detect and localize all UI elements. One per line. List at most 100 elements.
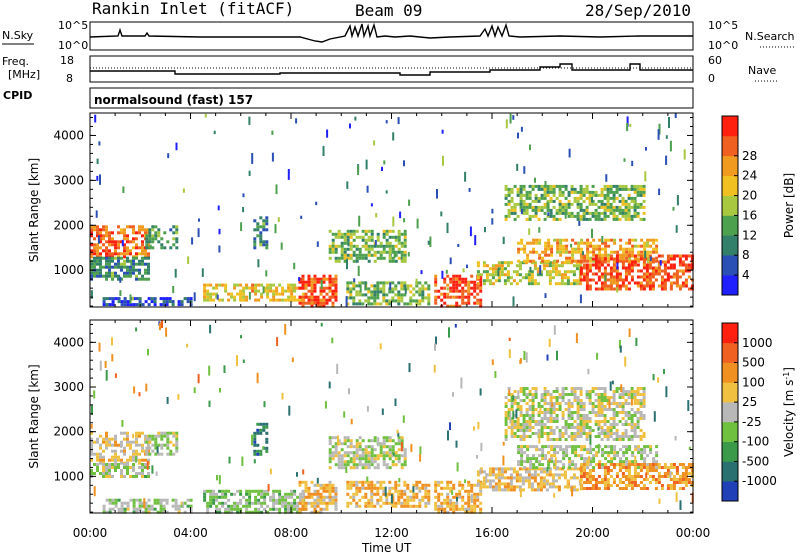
freq-strip: Freq. [MHz] 18 8 60 0 Nave CPID <box>2 54 778 102</box>
velocity-echo-region <box>434 480 483 514</box>
power-echo-region <box>476 261 582 286</box>
power-echo-region <box>517 238 659 263</box>
colorbar-tick-label: 12 <box>742 228 757 242</box>
colorbar-label: Power [dB] <box>782 173 796 238</box>
colorbar-tick-label: 25 <box>742 395 757 409</box>
x-tick-label: 08:00 <box>274 526 309 540</box>
velocity-echo-region <box>476 467 582 492</box>
power-echo-region <box>102 297 193 307</box>
x-tick-label: 12:00 <box>374 526 409 540</box>
y-tick-label: 2000 <box>53 425 84 439</box>
power-echo-region <box>579 254 694 291</box>
colorbar-frame <box>721 322 739 502</box>
freq-tick-bottom: 8 <box>66 72 73 85</box>
power-echo-region <box>328 229 407 263</box>
x-tick-label: 16:00 <box>475 526 510 540</box>
power-echo-region <box>298 274 338 308</box>
colorbar-segment <box>722 323 738 344</box>
colorbar-segment <box>722 195 738 216</box>
colorbar-segment <box>722 461 738 482</box>
cpid-label: CPID <box>3 89 32 102</box>
velocity-echo-region <box>328 436 407 470</box>
time-axis: 00:00 04:00 08:00 12:00 16:00 20:00 00:00 <box>73 526 711 540</box>
colorbar-segment <box>722 275 738 296</box>
colorbar-segment <box>722 235 738 256</box>
colorbar-tick-label: 100 <box>742 375 765 389</box>
power-echo-region <box>90 256 150 281</box>
colorbar-tick-label: -25 <box>742 415 762 429</box>
colorbar-segment <box>722 421 738 442</box>
x-tick-label: 00:00 <box>73 526 108 540</box>
colorbar-tick-label: 500 <box>742 356 765 370</box>
velocity-scatter-echoes <box>90 320 694 510</box>
freq-trace <box>90 63 693 76</box>
power-colorbar: 4 8 12 16 20 24 28 Power [dB] <box>721 115 796 296</box>
nsky-label: N.Sky <box>2 29 34 42</box>
colorbar-segment <box>722 135 738 157</box>
power-echo-region <box>346 281 431 306</box>
nsearch-tick-bottom: 10^0 <box>708 39 738 52</box>
colorbar-tick-label: 1000 <box>742 336 773 350</box>
colorbar-segment <box>722 481 738 502</box>
colorbar-tick-label: 4 <box>742 268 750 282</box>
colorbar-segment <box>722 441 738 462</box>
y-tick-label: 3000 <box>53 173 84 187</box>
y-tick-label: 4000 <box>53 335 84 349</box>
y-tick-label: 2000 <box>53 218 84 232</box>
colorbar-tick-label: 8 <box>742 248 750 262</box>
colorbar-frame <box>721 115 739 296</box>
x-tick-label: 20:00 <box>575 526 610 540</box>
velocity-colorbar: 1000 500 100 25 -25 -100 -500 -1000 Velocity [m … <box>721 322 796 502</box>
power-echo-region <box>90 225 150 259</box>
colorbar-tick-label: -100 <box>742 435 769 449</box>
colorbar-segment <box>722 402 738 423</box>
unit-exponent: -1 <box>782 372 791 380</box>
colorbar-label: Velocity [m s-1] <box>782 367 796 457</box>
colorbar-segment <box>722 175 738 196</box>
y-tick-label: 4000 <box>53 128 84 142</box>
power-scatter-echoes <box>90 113 686 307</box>
velocity-echo-region <box>298 480 338 514</box>
power-panel: 1000 2000 3000 4000 Slant Range [km] <box>27 112 694 308</box>
colorbar-segment <box>722 362 738 383</box>
velocity-echo-region <box>504 387 646 441</box>
power-echo-region <box>504 184 646 221</box>
y-tick-label: 3000 <box>53 380 84 394</box>
x-tick-label: 00:00 <box>676 526 711 540</box>
power-echo-region <box>434 274 483 308</box>
colorbar-segment <box>722 382 738 403</box>
nsearch-label: N.Search <box>745 30 795 43</box>
unit-close: ] <box>782 367 796 372</box>
velocity-echo-region <box>90 463 150 478</box>
colorbar-tick-label: -1000 <box>742 474 777 488</box>
velocity-echo-region <box>253 422 269 456</box>
cpid-box <box>89 87 694 109</box>
freq-label: Freq. <box>2 55 29 68</box>
velocity-panel: 1000 2000 3000 4000 Slant Range [km] <box>27 319 694 514</box>
nave-label: Nave <box>748 64 776 77</box>
nsky-trace <box>89 22 693 43</box>
colorbar-segment <box>722 116 738 137</box>
station-title: Rankin Inlet (fitACF) <box>92 0 294 18</box>
freq-tick-top: 18 <box>60 54 74 67</box>
colorbar-tick-label: 16 <box>742 208 757 222</box>
date-title: 28/Sep/2010 <box>585 1 691 20</box>
nsky-tick-bottom: 10^0 <box>58 39 88 52</box>
colorbar-segment <box>722 342 738 363</box>
colorbar-tick-label: 24 <box>742 169 757 183</box>
x-tick-label: 04:00 <box>173 526 208 540</box>
y-tick-label: 1000 <box>53 469 84 483</box>
velocity-echo-region <box>346 480 431 508</box>
y-axis-label: Slant Range [km] <box>27 364 41 468</box>
colorbar-segment <box>722 215 738 236</box>
velocity-echo-region <box>90 431 150 465</box>
velocity-echo-region <box>145 431 179 456</box>
nave-tick-top: 60 <box>708 54 722 67</box>
y-axis-label: Slant Range [km] <box>27 158 41 262</box>
y-tick-label: 1000 <box>53 263 84 277</box>
nsky-tick-top: 10^5 <box>58 19 88 32</box>
freq-unit-label: [MHz] <box>8 68 40 81</box>
nave-tick-bottom: 0 <box>708 72 715 85</box>
velocity-echo-region <box>203 489 306 514</box>
